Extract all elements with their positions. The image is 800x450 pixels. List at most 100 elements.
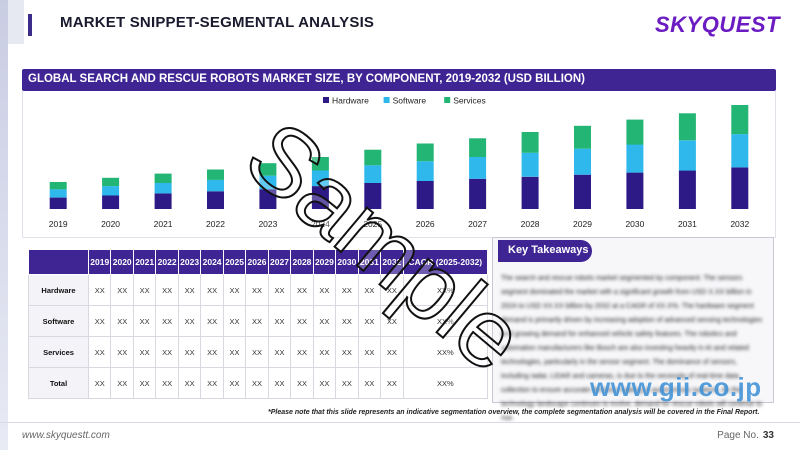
legend-label: Services [453,96,486,106]
bar-services-2019 [49,182,67,190]
bar-hardware-2021 [154,193,172,209]
table-header-cell: 2026 [245,249,269,275]
left-decor-bar [0,0,8,450]
bar-hardware-2031 [678,170,696,209]
table-cell: XX [380,336,404,368]
table-cell: XX [290,336,314,368]
bar-services-2021 [154,173,172,183]
table-header-cell: 2020 [110,249,134,275]
bar-software-2023 [259,175,277,190]
website-link[interactable]: www.skyquestt.com [22,430,110,441]
bar-hardware-2032 [731,167,749,209]
bar-software-2027 [469,157,487,179]
page-number-value: 33 [762,430,774,441]
bar-hardware-2025 [364,183,382,209]
table-cell: XX [87,274,112,306]
x-tick-label: 2021 [154,219,173,229]
x-tick-label: 2019 [49,219,68,229]
table-header-cell: 2021 [132,249,157,275]
table-cell: XX [177,367,202,399]
table-row-label: Software [28,305,89,337]
page-label: Page No. [717,430,759,441]
table-cell: XX [200,274,224,306]
table-row: Software XX XX XX XX XX XX XX XX XX XX XX XX XX XX XX% [28,305,489,337]
table-cell: XX [335,336,359,368]
gii-watermark: www.gii.co.jp [590,372,762,402]
table-cell: XX [312,305,337,337]
table-cell: XX [357,336,382,368]
stacked-bar-chart: Hardware Software Services 2019 2020 2021 2022… [49,96,750,230]
table-cell: XX [87,367,112,399]
table-cell: XX [222,336,247,368]
chart-title: GLOBAL SEARCH AND RESCUE ROBOTS MARKET S… [28,73,585,85]
table-header-cell: 2032 [380,249,404,275]
bar-software-2030 [626,144,644,173]
legend-label: Software [393,96,427,106]
table-cell: XX [245,305,269,337]
footnote: *Please note that this slide represents … [268,409,760,416]
bar-hardware-2020 [102,195,120,209]
table-cell: XX [110,274,134,306]
x-tick-label: 2032 [730,219,749,229]
table-cell: XX [267,336,292,368]
bar-software-2024 [311,170,329,187]
segment-table-wrap: 2019 2020 2021 2022 2023 2024 2025 2026 2027 2028… [28,249,489,401]
table-header-corner [28,249,89,275]
bar-services-2031 [678,113,696,141]
table-header-cell: 2019 [87,249,112,275]
page-title: MARKET SNIPPET-SEGMENTAL ANALYSIS [60,14,375,31]
table-cell: XX [132,367,157,399]
table-cell: XX [245,367,269,399]
table-header-cell: 2030 [335,249,359,275]
bar-hardware-2030 [626,172,644,209]
table-cell: XX [290,305,314,337]
table-header-cell: 2028 [290,249,314,275]
bar-services-2026 [416,143,434,162]
table-header-cell: CAGR (2025-2032) [402,249,489,275]
bar-services-2030 [626,119,644,145]
table-cell: XX [87,305,112,337]
table-cell: XX [245,336,269,368]
bar-hardware-2023 [259,189,277,209]
bar-software-2020 [102,186,120,196]
table-cell: XX [335,274,359,306]
table-row-label: Hardware [28,274,89,306]
table-cell: XX [312,367,337,399]
legend-item: Services [444,96,486,106]
x-tick-label: 2027 [468,219,487,229]
table-cell: XX [357,305,382,337]
table-cell: XX [380,305,404,337]
title-accent [28,14,32,36]
legend-item: Hardware [323,96,369,106]
table-row-label: Total [28,367,89,399]
table-cell: XX [312,336,337,368]
bar-services-2029 [574,125,591,149]
table-row: Hardware XX XX XX XX XX XX XX XX XX XX XX XX XX XX XX% [28,274,489,306]
table-cell: XX [87,336,112,368]
bar-services-2025 [364,149,382,166]
footer-divider [0,422,800,423]
table-cell: XX [267,367,292,399]
bar-software-2021 [154,183,172,194]
table-cell: XX [110,336,134,368]
table-header-cell: 2025 [222,249,247,275]
x-tick-label: 2031 [678,219,697,229]
table-cell: XX [290,274,314,306]
chart-title-band: GLOBAL SEARCH AND RESCUE ROBOTS MARKET S… [22,69,776,91]
table-cell: XX [245,274,269,306]
table-row: Total XX XX XX XX XX XX XX XX XX XX XX XX XX XX XX% [28,367,489,399]
key-takeaways-text: The search and rescue robots market segm… [501,275,763,422]
bar-software-2032 [731,134,749,168]
page-number: Page No. 33 [717,430,774,441]
bar-hardware-2026 [416,180,434,209]
segment-table: 2019 2020 2021 2022 2023 2024 2025 2026 2027 2028… [28,249,489,399]
bar-hardware-2029 [574,174,591,209]
bar-services-2024 [311,157,329,171]
table-cell: XX [335,305,359,337]
table-cell: XX [200,336,224,368]
x-tick-label: 2020 [101,219,120,229]
bar-software-2026 [416,161,434,181]
table-cell: XX [177,336,202,368]
table-cell: XX [200,305,224,337]
bar-hardware-2027 [469,178,487,209]
